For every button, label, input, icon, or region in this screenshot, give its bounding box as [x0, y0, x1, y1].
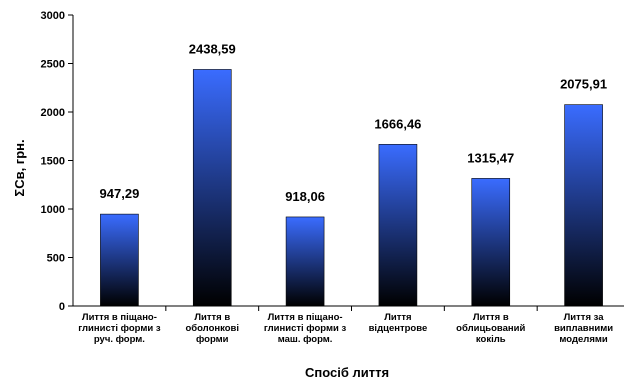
y-tick-label: 1500 — [41, 156, 65, 168]
data-label: 2075,91 — [560, 77, 607, 92]
data-label: 918,06 — [285, 189, 325, 204]
category-labels: Лиття в піщано-глинисті форми з руч. форм… — [78, 306, 613, 345]
x-category-label-line: кокіль — [476, 334, 506, 345]
bar — [471, 178, 511, 307]
bar — [100, 213, 139, 307]
bar — [378, 144, 418, 307]
x-category-label: Лиття в піщано-глинисті форми з руч. форм… — [78, 312, 161, 345]
x-category-label: Лиття в облицьований кокіль — [456, 312, 525, 345]
y-tick-label: 3000 — [41, 10, 65, 22]
x-category-label: Лиття в піщано-глинисті форми з маш. форм… — [264, 312, 347, 345]
y-tick-label: 0 — [59, 301, 65, 313]
data-label: 947,29 — [100, 186, 140, 201]
bar — [192, 69, 232, 307]
x-axis-title: Спосіб лиття — [305, 365, 389, 380]
x-category-label-line: руч. форм. — [94, 334, 145, 345]
x-category-label-line: моделями — [559, 334, 607, 345]
bar — [285, 216, 325, 307]
x-category-label-line: Лиття — [384, 312, 411, 323]
y-axis-ticks: 0 500 1000 1500 2000 2500 3000 — [41, 10, 73, 313]
x-category-label: Лиття в оболонкові форми — [185, 312, 239, 345]
y-tick-label: 2000 — [41, 107, 65, 119]
x-category-label-line: Лиття в — [194, 312, 230, 323]
x-category-label-line: Лиття в піщано- — [268, 312, 343, 323]
data-labels: 947,29 2438,59 918,06 1666,46 1315,47 2075,91 — [100, 41, 608, 203]
bars-group — [100, 69, 603, 307]
data-label: 2438,59 — [189, 41, 236, 56]
x-category-label-line: маш. форм. — [278, 334, 333, 345]
x-category-label-line: глинисті форми з — [264, 323, 347, 334]
x-category-label-line: оболонкові — [185, 323, 239, 334]
y-tick-label: 1000 — [41, 204, 65, 216]
x-category-label-line: облицьований — [456, 323, 525, 334]
y-tick-label: 500 — [47, 253, 65, 265]
y-tick-label: 2500 — [41, 59, 65, 71]
bar — [564, 104, 603, 307]
x-category-label: Лиття за виплавними моделями — [554, 312, 613, 345]
y-axis-title: ΣCв, грн. — [12, 139, 27, 196]
x-category-label-line: відцентрове — [369, 323, 428, 334]
x-category-label-line: виплавними — [554, 323, 613, 334]
x-category-label-line: Лиття в — [473, 312, 509, 323]
data-label: 1666,46 — [374, 116, 421, 131]
x-category-label-line: форми — [196, 334, 229, 345]
x-category-label-line: глинисті форми з — [78, 323, 161, 334]
x-category-label: Лиття відцентрове — [369, 312, 428, 334]
data-label: 1315,47 — [467, 150, 514, 165]
x-category-label-line: Лиття в піщано- — [82, 312, 157, 323]
x-category-label-line: Лиття за — [564, 312, 605, 323]
